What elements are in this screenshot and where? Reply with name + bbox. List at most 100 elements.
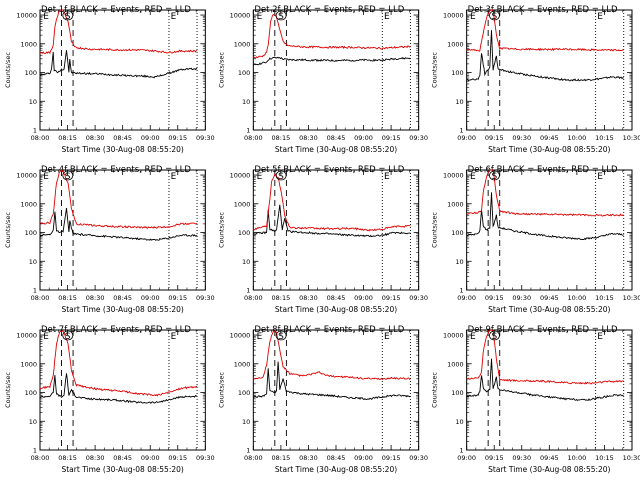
region-marker-e: E [171, 172, 177, 182]
x-tick-label: 09:15 [485, 134, 504, 142]
y-axis-label: Counts/sec [217, 372, 225, 408]
x-tick-label: 08:00 [31, 454, 50, 462]
region-marker-e: E [597, 172, 603, 182]
x-axis-label: Start Time (30-Aug-08 08:55:20) [275, 305, 397, 314]
series-line-events [39, 373, 198, 404]
y-tick-label: 1000 [20, 200, 37, 208]
y-tick-label: 1000 [234, 200, 251, 208]
plot-frame [466, 329, 633, 451]
series-line-lld [466, 9, 624, 52]
x-tick-label: 08:30 [86, 454, 105, 462]
x-tick-label: 09:30 [409, 454, 428, 462]
x-tick-label: 09:30 [512, 294, 531, 302]
x-tick-label: 10:00 [568, 454, 587, 462]
x-tick-label: 09:15 [485, 294, 504, 302]
y-tick-label: 1 [460, 127, 464, 135]
x-tick-label: 09:00 [354, 134, 373, 142]
x-tick-label: 08:00 [244, 134, 263, 142]
chart-panel-9: Det 9f BLACK = Events, RED = LLD Counts/s… [431, 325, 640, 474]
marker-circle [275, 170, 287, 181]
region-marker-s: S [65, 172, 71, 182]
x-tick-label: 10:00 [568, 134, 587, 142]
y-tick-label: 100 [451, 69, 463, 77]
y-tick-label: 10000 [16, 332, 37, 340]
chart-title: Det 9f BLACK = Events, RED = LLD [468, 325, 618, 335]
x-tick-label: 09:30 [512, 134, 531, 142]
chart-title: Det 6f BLACK = Events, RED = LLD [468, 165, 618, 175]
x-tick-label: 08:15 [58, 294, 77, 302]
x-tick-label: 08:15 [58, 134, 77, 142]
x-tick-label: 08:00 [244, 294, 263, 302]
marker-circle [275, 10, 287, 21]
region-marker-e: E [470, 12, 476, 22]
region-marker-e: E [43, 172, 49, 182]
marker-circle [62, 330, 74, 341]
x-tick-label: 08:15 [58, 454, 77, 462]
chart-panel-5: Det 5f BLACK = Events, RED = LLD Counts/s… [217, 165, 428, 314]
series-line-events [253, 56, 411, 66]
x-tick-label: 08:30 [299, 134, 318, 142]
region-marker-e: E [43, 332, 49, 342]
series-line-events [253, 361, 411, 401]
series-line-lld [39, 9, 198, 55]
plot-frame [466, 169, 633, 291]
y-tick-label: 10 [29, 418, 37, 426]
region-marker-e: E [171, 332, 177, 342]
plot-frame [252, 329, 420, 451]
series-line-events [466, 30, 624, 82]
plot-frame [252, 169, 420, 291]
x-tick-label: 09:30 [196, 454, 215, 462]
x-tick-label: 09:30 [196, 134, 215, 142]
y-tick-label: 10000 [443, 332, 464, 340]
y-tick-label: 1 [33, 287, 37, 295]
chart-title: Det 7f BLACK = Events, RED = LLD [41, 325, 191, 335]
x-tick-label: 08:45 [113, 294, 132, 302]
chart-panel-1: Det 1f BLACK = Events, RED = LLD Counts/s… [4, 5, 215, 154]
y-tick-label: 10 [242, 98, 250, 106]
region-marker-s: S [491, 332, 497, 342]
x-tick-label: 08:15 [272, 454, 291, 462]
series-line-lld [39, 330, 198, 397]
plot-frame [252, 9, 420, 131]
region-marker-s: S [278, 12, 284, 22]
x-tick-label: 09:45 [540, 294, 559, 302]
x-tick-label: 08:45 [327, 454, 346, 462]
x-tick-label: 08:00 [244, 454, 263, 462]
y-axis-label: Counts/sec [217, 212, 225, 248]
region-marker-e: E [384, 332, 390, 342]
y-tick-label: 100 [238, 69, 250, 77]
x-tick-label: 10:00 [568, 294, 587, 302]
x-tick-label: 09:30 [196, 294, 215, 302]
marker-circle [275, 330, 287, 341]
y-tick-label: 10 [242, 258, 250, 266]
region-marker-e: E [43, 12, 49, 22]
y-tick-label: 1 [33, 127, 37, 135]
series-line-lld [252, 14, 411, 59]
marker-circle [62, 170, 74, 181]
y-tick-label: 10 [455, 418, 463, 426]
x-axis-label: Start Time (30-Aug-08 08:55:20) [488, 145, 610, 154]
plot-frame [39, 9, 206, 131]
y-tick-label: 10 [455, 258, 463, 266]
series-line-lld [466, 169, 624, 217]
region-marker-s: S [491, 12, 497, 22]
y-axis-label: Counts/sec [431, 52, 439, 88]
y-tick-label: 10000 [230, 332, 251, 340]
series-line-lld [466, 329, 624, 385]
x-tick-label: 09:00 [141, 454, 160, 462]
x-tick-label: 08:15 [272, 294, 291, 302]
region-marker-e: E [470, 172, 476, 182]
y-tick-label: 1000 [20, 40, 37, 48]
x-axis-label: Start Time (30-Aug-08 08:55:20) [488, 465, 610, 474]
x-axis-label: Start Time (30-Aug-08 08:55:20) [275, 145, 397, 154]
y-tick-label: 100 [451, 389, 463, 397]
plot-frame [39, 169, 206, 291]
marker-circle [489, 10, 500, 21]
chart-title: Det 4f BLACK = Events, RED = LLD [41, 165, 191, 175]
y-tick-label: 1 [460, 287, 464, 295]
x-tick-label: 10:15 [595, 134, 614, 142]
chart-title: Det 3f BLACK = Events, RED = LLD [468, 5, 618, 15]
region-marker-s: S [65, 12, 71, 22]
y-tick-label: 1000 [20, 360, 37, 368]
